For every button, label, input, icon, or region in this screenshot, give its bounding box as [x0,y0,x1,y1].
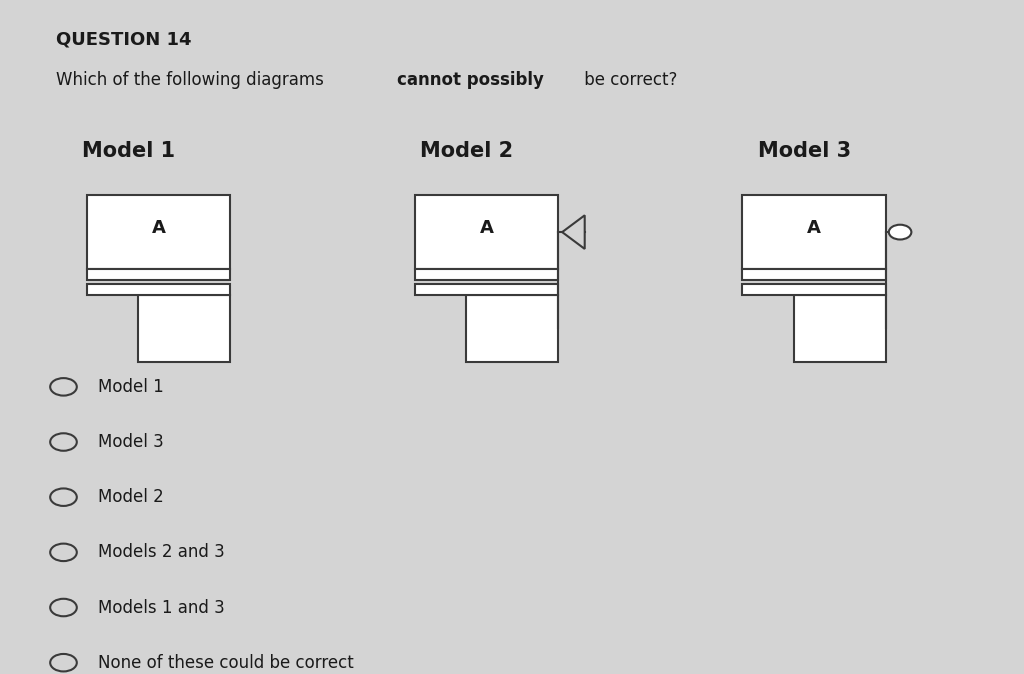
Text: Which of the following diagrams: Which of the following diagrams [56,71,330,89]
Text: None of these could be correct: None of these could be correct [98,654,354,672]
Text: Model 1: Model 1 [82,142,175,161]
Text: cannot possibly: cannot possibly [397,71,544,89]
Bar [742,284,886,295]
Bar [742,269,886,280]
Text: Model 3: Model 3 [98,433,164,451]
Bar [87,269,230,280]
Text: QUESTION 14: QUESTION 14 [56,30,191,49]
Text: Model 1: Model 1 [98,378,164,396]
Text: Model 3: Model 3 [758,142,851,161]
Text: A: A [152,220,166,237]
Bar [466,295,558,362]
Bar [415,284,558,295]
Bar [87,195,230,269]
Bar [742,195,886,269]
Text: A: A [479,220,494,237]
Text: Model 2: Model 2 [420,142,513,161]
Bar [794,295,886,362]
Circle shape [889,224,911,239]
Bar [415,269,558,280]
Text: Models 2 and 3: Models 2 and 3 [98,543,225,561]
Bar [87,284,230,295]
Text: Models 1 and 3: Models 1 and 3 [98,599,225,617]
Text: Model 2: Model 2 [98,488,164,506]
Text: A: A [807,220,821,237]
Bar [138,295,230,362]
Text: be correct?: be correct? [579,71,677,89]
Polygon shape [562,215,585,249]
Bar [415,195,558,269]
